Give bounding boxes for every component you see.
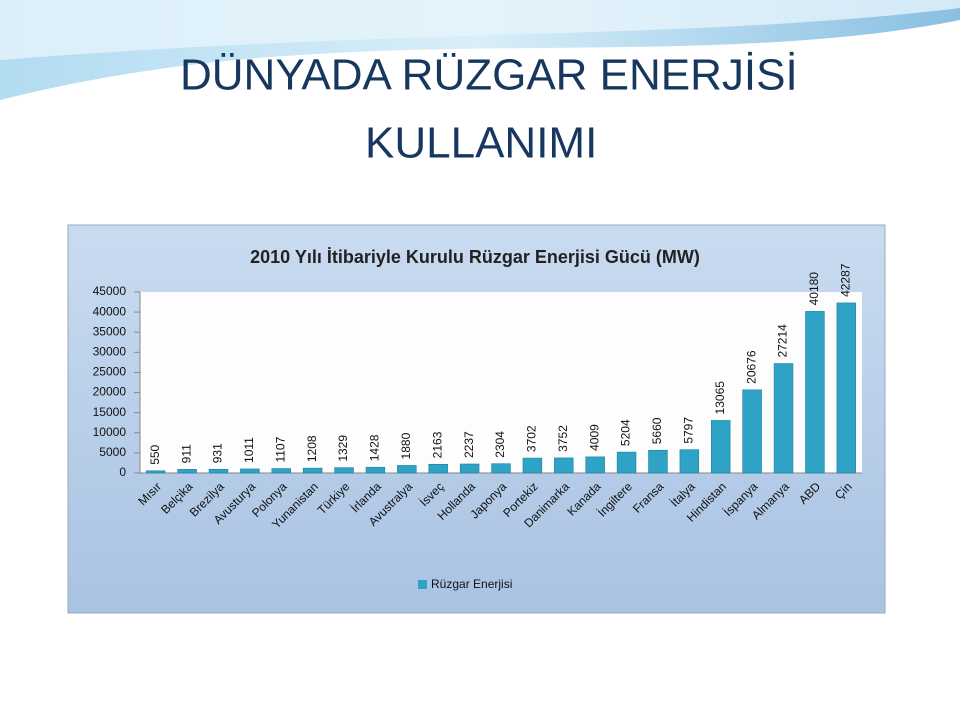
bar: [491, 463, 511, 474]
y-tick-label: 10000: [93, 425, 127, 439]
y-tick-label: 45000: [93, 284, 127, 298]
bar: [334, 467, 354, 474]
data-label: 5660: [650, 417, 664, 444]
bar: [805, 311, 825, 474]
data-label: 931: [211, 443, 225, 463]
bar: [365, 466, 386, 474]
bar: [585, 456, 605, 474]
data-label: 42287: [838, 263, 852, 297]
bar: [554, 457, 574, 474]
y-tick-label: 40000: [93, 304, 127, 318]
slide-title: DÜNYADA RÜZGAR ENERJİSİ: [180, 51, 798, 100]
bar: [459, 463, 480, 474]
bar: [648, 449, 668, 474]
bar: [742, 389, 762, 474]
y-tick-label: 25000: [93, 365, 127, 379]
bar: [145, 470, 166, 474]
data-label: 1329: [336, 435, 350, 462]
bar: [240, 468, 260, 474]
bar: [836, 302, 857, 474]
legend-swatch: [418, 580, 427, 589]
y-tick-label: 15000: [93, 405, 127, 419]
y-tick-label: 35000: [93, 324, 127, 338]
data-label: 40180: [807, 272, 821, 306]
chart: 0 5000 10000 15000 20000 25000 30000 35000 40000…: [93, 263, 862, 591]
data-label: 2304: [493, 431, 507, 458]
bar: [679, 449, 700, 474]
y-tick-label: 20000: [93, 385, 127, 399]
bar: [711, 420, 731, 474]
bar: [302, 467, 323, 474]
data-label: 1880: [399, 432, 413, 459]
data-label: 550: [148, 444, 162, 464]
data-label: 1011: [242, 437, 256, 463]
y-tick-label: 0: [119, 465, 126, 479]
bar: [428, 463, 448, 474]
slide-title: KULLANIMI: [365, 119, 597, 168]
data-label: 911: [179, 444, 193, 463]
plot-area: [140, 292, 862, 473]
data-label: 5797: [682, 417, 696, 444]
bar: [397, 465, 417, 474]
bar: [522, 457, 543, 474]
data-label: 3752: [556, 425, 570, 452]
data-label: 13065: [713, 381, 727, 415]
data-label: 5204: [619, 419, 633, 446]
bar: [616, 451, 637, 474]
data-label: 27214: [776, 324, 790, 358]
data-label: 1208: [305, 435, 319, 462]
data-label: 1107: [273, 436, 287, 462]
header-wave: [0, 0, 960, 60]
bar: [208, 468, 229, 474]
bar: [177, 469, 197, 474]
y-tick-label: 5000: [99, 445, 126, 459]
bar: [773, 363, 794, 474]
data-label: 20676: [744, 350, 758, 384]
chart-title: 2010 Yılı İtibariyle Kurulu Rüzgar Enerj…: [250, 247, 700, 267]
data-label: 2163: [430, 431, 444, 458]
legend-label: Rüzgar Enerjisi: [431, 577, 512, 591]
data-label: 3702: [525, 425, 539, 452]
data-label: 4009: [587, 424, 601, 451]
data-label: 1428: [368, 434, 382, 461]
bar: [271, 468, 291, 474]
y-tick-label: 30000: [93, 345, 127, 359]
data-label: 2237: [462, 431, 476, 458]
